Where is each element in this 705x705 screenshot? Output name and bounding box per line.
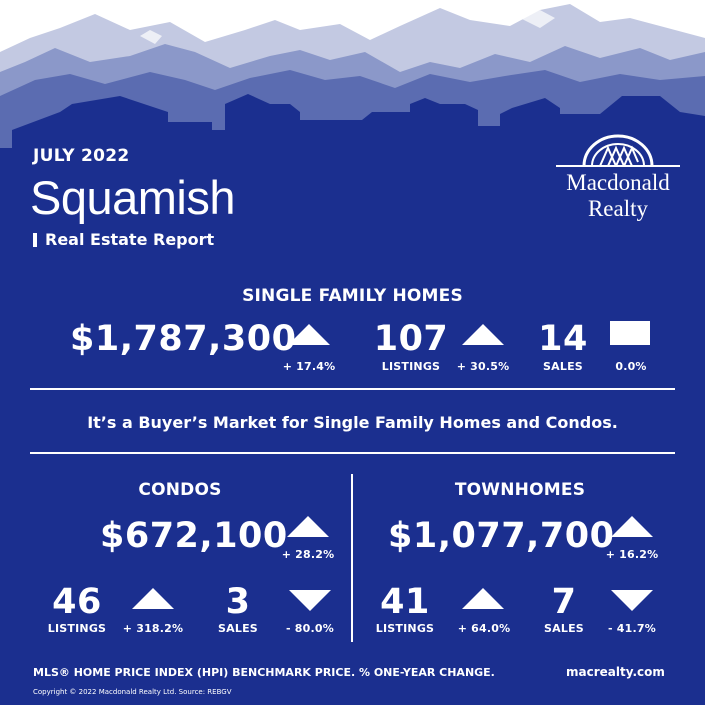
condos-sales-down-arrow-icon <box>289 590 331 611</box>
single-family-price-change: + 17.4% <box>282 360 336 373</box>
townhomes-sales-change: - 41.7% <box>608 622 656 635</box>
logo-wordmark-line2: Realty <box>587 196 649 221</box>
townhomes-listings-label: LISTINGS <box>375 622 435 635</box>
house-silhouettes <box>0 94 705 160</box>
report-month: JULY 2022 <box>33 146 130 166</box>
condos-listings-count: 46 <box>52 582 102 622</box>
townhomes-price: $1,077,700 <box>388 516 615 556</box>
report-subtitle: Real Estate Report <box>45 230 215 249</box>
condos-sales-change: - 80.0% <box>286 622 334 635</box>
townhomes-listings-count: 41 <box>380 582 430 622</box>
condos-price: $672,100 <box>100 516 288 556</box>
single-family-sales-count: 14 <box>538 319 588 359</box>
divider-middle <box>30 452 675 454</box>
single-family-price-up-arrow-icon <box>288 324 330 345</box>
subtitle-accent-bar <box>33 233 37 247</box>
logo-wordmark-line1: Macdonald <box>566 170 670 195</box>
single-family-sales-label: SALES <box>543 360 583 373</box>
footer-note: MLS® HOME PRICE INDEX (HPI) BENCHMARK PR… <box>33 666 495 679</box>
condos-listings-change: + 318.2% <box>122 622 184 635</box>
townhomes-listings-up-arrow-icon <box>462 588 504 609</box>
condos-price-up-arrow-icon <box>287 516 329 537</box>
mountain-skyline-illustration <box>0 0 705 160</box>
condos-sales-label: SALES <box>218 622 258 635</box>
single-family-price: $1,787,300 <box>70 319 297 359</box>
condos-heading: CONDOS <box>138 480 222 500</box>
townhomes-sales-down-arrow-icon <box>611 590 653 611</box>
single-family-listings-up-arrow-icon <box>462 324 504 345</box>
city-title: Squamish <box>30 171 236 224</box>
single-family-sales-no-change-icon <box>610 321 650 345</box>
townhomes-heading: TOWNHOMES <box>454 480 586 500</box>
townhomes-sales-count: 7 <box>551 582 577 622</box>
townhomes-sales-label: SALES <box>544 622 584 635</box>
website-link[interactable]: macrealty.com <box>566 665 665 679</box>
single-family-listings-change: + 30.5% <box>456 360 510 373</box>
divider-top <box>30 388 675 390</box>
market-tagline: It’s a Buyer’s Market for Single Family … <box>87 413 618 432</box>
logo-emblem-icon <box>556 134 680 167</box>
townhomes-price-up-arrow-icon <box>611 516 653 537</box>
condos-price-change: + 28.2% <box>281 548 335 561</box>
condos-listings-up-arrow-icon <box>132 588 174 609</box>
single-family-listings-label: LISTINGS <box>381 360 441 373</box>
macdonald-realty-logo: Macdonald Realty <box>548 132 688 232</box>
single-family-heading: SINGLE FAMILY HOMES <box>242 286 463 306</box>
divider-vertical <box>351 474 353 642</box>
condos-listings-label: LISTINGS <box>47 622 107 635</box>
townhomes-listings-change: + 64.0% <box>457 622 511 635</box>
condos-sales-count: 3 <box>225 582 251 622</box>
single-family-sales-change: 0.0% <box>615 360 647 373</box>
copyright: Copyright © 2022 Macdonald Realty Ltd. S… <box>33 688 232 696</box>
single-family-listings-count: 107 <box>373 319 449 359</box>
townhomes-price-change: + 16.2% <box>605 548 659 561</box>
